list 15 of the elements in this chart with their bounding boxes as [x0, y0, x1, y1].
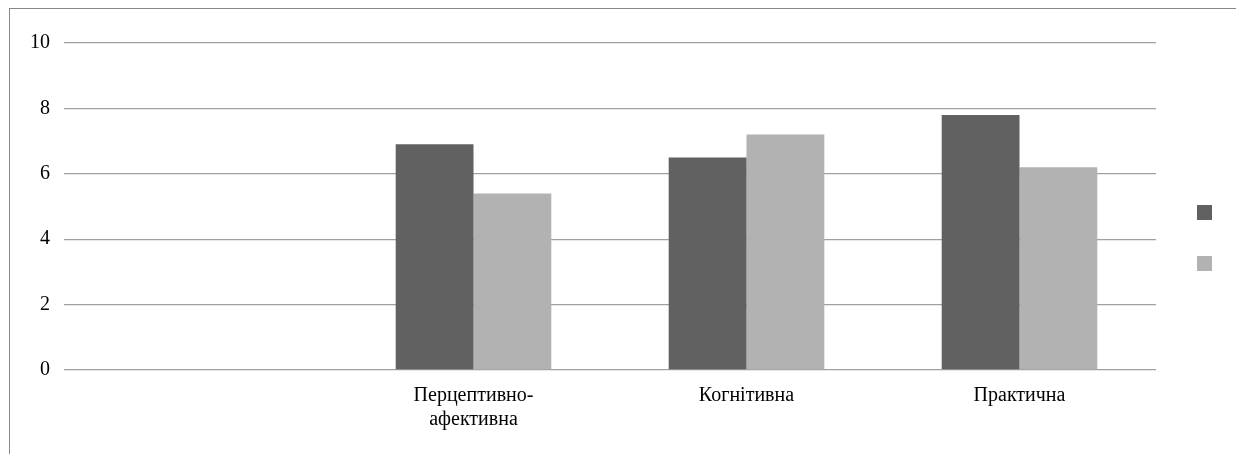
y-tick-label: 6	[40, 161, 50, 184]
y-tick-label: 0	[40, 357, 50, 380]
bar	[746, 134, 825, 370]
bar	[473, 193, 552, 370]
y-tick-label: 8	[40, 95, 50, 118]
bar	[941, 114, 1020, 370]
y-tick-label: 10	[30, 30, 50, 53]
bar	[395, 144, 474, 370]
bar	[1019, 167, 1098, 370]
y-tick-label: 4	[40, 226, 50, 249]
x-tick-label: Перцептивно-афективна	[413, 383, 534, 431]
y-tick-label: 2	[40, 291, 50, 314]
x-tick-label: Когнітивна	[698, 383, 795, 406]
x-tick-label: Практична	[973, 383, 1066, 407]
bar	[668, 157, 747, 370]
